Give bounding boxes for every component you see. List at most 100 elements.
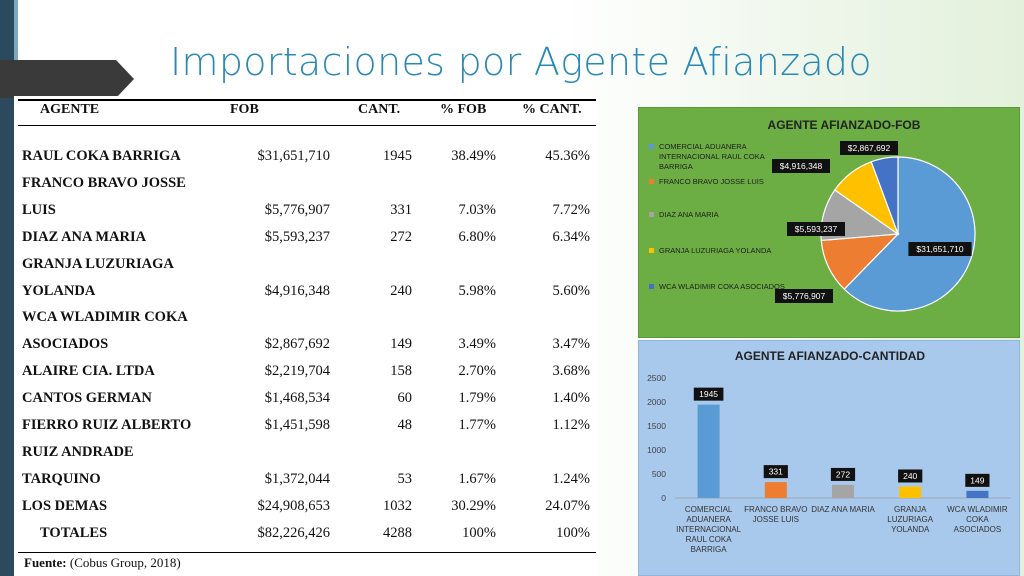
table-cell-cant: 1032 — [383, 497, 412, 514]
bar-x-tick-label: GRANJA — [894, 505, 927, 514]
pie-legend-label: WCA WLADIMIR COKA ASOCIADOS — [659, 282, 785, 291]
bar-data-label-box — [898, 469, 923, 483]
pie-data-label-box — [775, 289, 833, 303]
table-cell-cant: 48 — [397, 417, 413, 433]
table-cell-pct-cant: 3.47% — [552, 336, 590, 353]
table-cell-cant: 53 — [397, 470, 413, 487]
table-cell-cant: 149 — [390, 336, 412, 353]
table-cell-fob: $2,219,704 — [264, 363, 330, 380]
table-bottom-rule — [18, 552, 596, 553]
bar-column — [832, 484, 854, 498]
pie-data-label: $5,593,237 — [787, 222, 845, 236]
table-cell-fob: $1,468,534 — [264, 390, 330, 407]
table-cell-fob: $1,451,598 — [264, 417, 330, 433]
table-cell-cant: 158 — [390, 363, 412, 380]
bar-column — [697, 404, 720, 498]
table-totals-label: TOTALES — [40, 524, 108, 541]
pie-data-label: $4,916,348 — [772, 159, 830, 173]
table-cell-pct-cant: 7.72% — [552, 201, 590, 218]
bar-data-label: 331 — [769, 467, 783, 477]
table-cell-pct-cant: 24.07% — [545, 497, 590, 514]
table-cell-cant: 331 — [390, 201, 412, 218]
pie-legend-swatch — [649, 212, 654, 217]
table-cell-pct-fob: 1.77% — [458, 417, 496, 433]
pie-legend-label: COMERCIAL ADUANERA INTERNACIONAL RAUL CO… — [659, 142, 765, 171]
table-cell-pct-fob: 30.29% — [451, 497, 496, 514]
pie-chart-title: AGENTE AFIANZADO-FOB — [767, 118, 921, 132]
bar-y-tick-label: 2000 — [647, 397, 666, 407]
table-cell-fob: $5,593,237 — [264, 228, 330, 245]
pie-data-label: $2,867,692 — [840, 141, 898, 155]
table-cell-pct-cant: 45.36% — [545, 148, 590, 164]
pie-data-label: $31,651,710 — [908, 242, 972, 256]
pie-chart: $31,651,710 $5,776,907 $5,593,237 $4,916,34… — [772, 141, 976, 312]
header-fob: FOB — [230, 102, 259, 117]
agent-table: AGENTE FOB CANT. % FOB % CANT. Fuente: (… — [14, 96, 598, 576]
table-cell-pct-cant: 1.12% — [552, 417, 590, 433]
bar-x-tick-label: ASOCIADOS — [954, 525, 1002, 534]
bar-x-tick-label: WCA WLADIMIR — [947, 505, 1008, 514]
table-cell-agente: RUIZ ANDRADE — [22, 443, 134, 460]
header-pct-cant: % CANT. — [522, 102, 582, 117]
table-cell-fob: $24,908,653 — [257, 497, 331, 514]
table-cell-agente: GRANJA LUZURIAGA — [22, 255, 174, 272]
table-cell-pct-fob: 6.80% — [458, 228, 496, 245]
table-cell-pct-cant: 6.34% — [552, 228, 590, 245]
pie-data-label-text: $5,593,237 — [795, 224, 838, 234]
pie-legend-swatch — [649, 284, 654, 289]
pie-legend-swatch — [649, 248, 654, 253]
table-cell-pct-cant: 5.60% — [552, 282, 590, 299]
header-pct-fob: % FOB — [440, 102, 487, 117]
table-totals-fob: $82,226,426 — [257, 524, 331, 541]
table-cell-fob: $4,916,348 — [264, 282, 330, 299]
source-label: Fuente: — [24, 555, 67, 570]
pie-slice — [843, 156, 976, 312]
table-header-row: AGENTE FOB CANT. % FOB % CANT. — [14, 96, 598, 122]
bar-x-tick-label: COKA — [966, 515, 989, 524]
bar-x-tick-label: LUZURIAGA — [887, 515, 933, 524]
table-cell-agente: FRANCO BRAVO JOSSE — [22, 174, 186, 191]
bar-y-tick-label: 1500 — [647, 421, 666, 431]
pie-legend-swatch — [649, 144, 654, 149]
bar-data-label-box — [965, 473, 990, 487]
bar-data-label-box — [693, 387, 724, 401]
header-agente: AGENTE — [40, 102, 100, 117]
bar-data-label: 240 — [903, 471, 917, 481]
table-cell-pct-fob: 2.70% — [458, 363, 496, 380]
table-cell-agente: ASOCIADOS — [22, 336, 109, 353]
table-source: Fuente: (Cobus Group, 2018) — [24, 555, 181, 571]
pie-legend-label: DIAZ ANA MARIA — [659, 210, 719, 219]
table-cell-fob: $1,372,044 — [264, 470, 330, 487]
pie-data-label-text: $31,651,710 — [916, 244, 964, 254]
table-totals-cant: 4288 — [383, 524, 412, 541]
bar-data-label-box — [830, 467, 856, 481]
slide-title: Importaciones por Agente Afianzado — [170, 40, 872, 84]
bar-column — [966, 490, 989, 498]
table-cell-pct-fob: 38.49% — [451, 148, 496, 164]
table-totals-pct-fob: 100% — [462, 524, 496, 541]
pie-slice — [870, 156, 899, 235]
bar-data-label-box — [763, 465, 788, 479]
bar-y-tick-label: 500 — [652, 469, 666, 479]
table-cell-pct-cant: 3.68% — [552, 363, 590, 380]
table-cell-agente: LUIS — [22, 201, 56, 218]
bar-column — [764, 482, 787, 498]
table-totals-pct-cant: 100% — [556, 524, 590, 541]
bar-chart-panel: AGENTE AFIANZADO-CANTIDAD 0 500 1000 1500 20… — [638, 340, 1020, 576]
header-cant: CANT. — [358, 102, 401, 117]
table-cell-agente: YOLANDA — [22, 282, 96, 299]
table-cell-cant: 240 — [390, 282, 412, 299]
bar-x-tick-label: INTERNACIONAL — [676, 525, 741, 534]
table-cell-agente: WCA WLADIMIR COKA — [22, 309, 188, 326]
title-arrow-tab — [0, 60, 134, 98]
table-cell-pct-fob: 5.98% — [458, 282, 496, 299]
table-cell-agente: LOS DEMAS — [22, 497, 108, 514]
bar-x-tick-label: COMERCIAL — [685, 505, 733, 514]
table-cell-cant: 1945 — [383, 148, 412, 164]
table-cell-fob: $5,776,907 — [264, 201, 330, 218]
table-cell-fob: $2,867,692 — [264, 336, 330, 353]
pie-data-label-box — [840, 141, 898, 155]
table-cell-cant: 60 — [397, 390, 413, 407]
bar-data-label: 1945 — [699, 389, 718, 399]
pie-data-label-text: $4,916,348 — [780, 161, 823, 171]
